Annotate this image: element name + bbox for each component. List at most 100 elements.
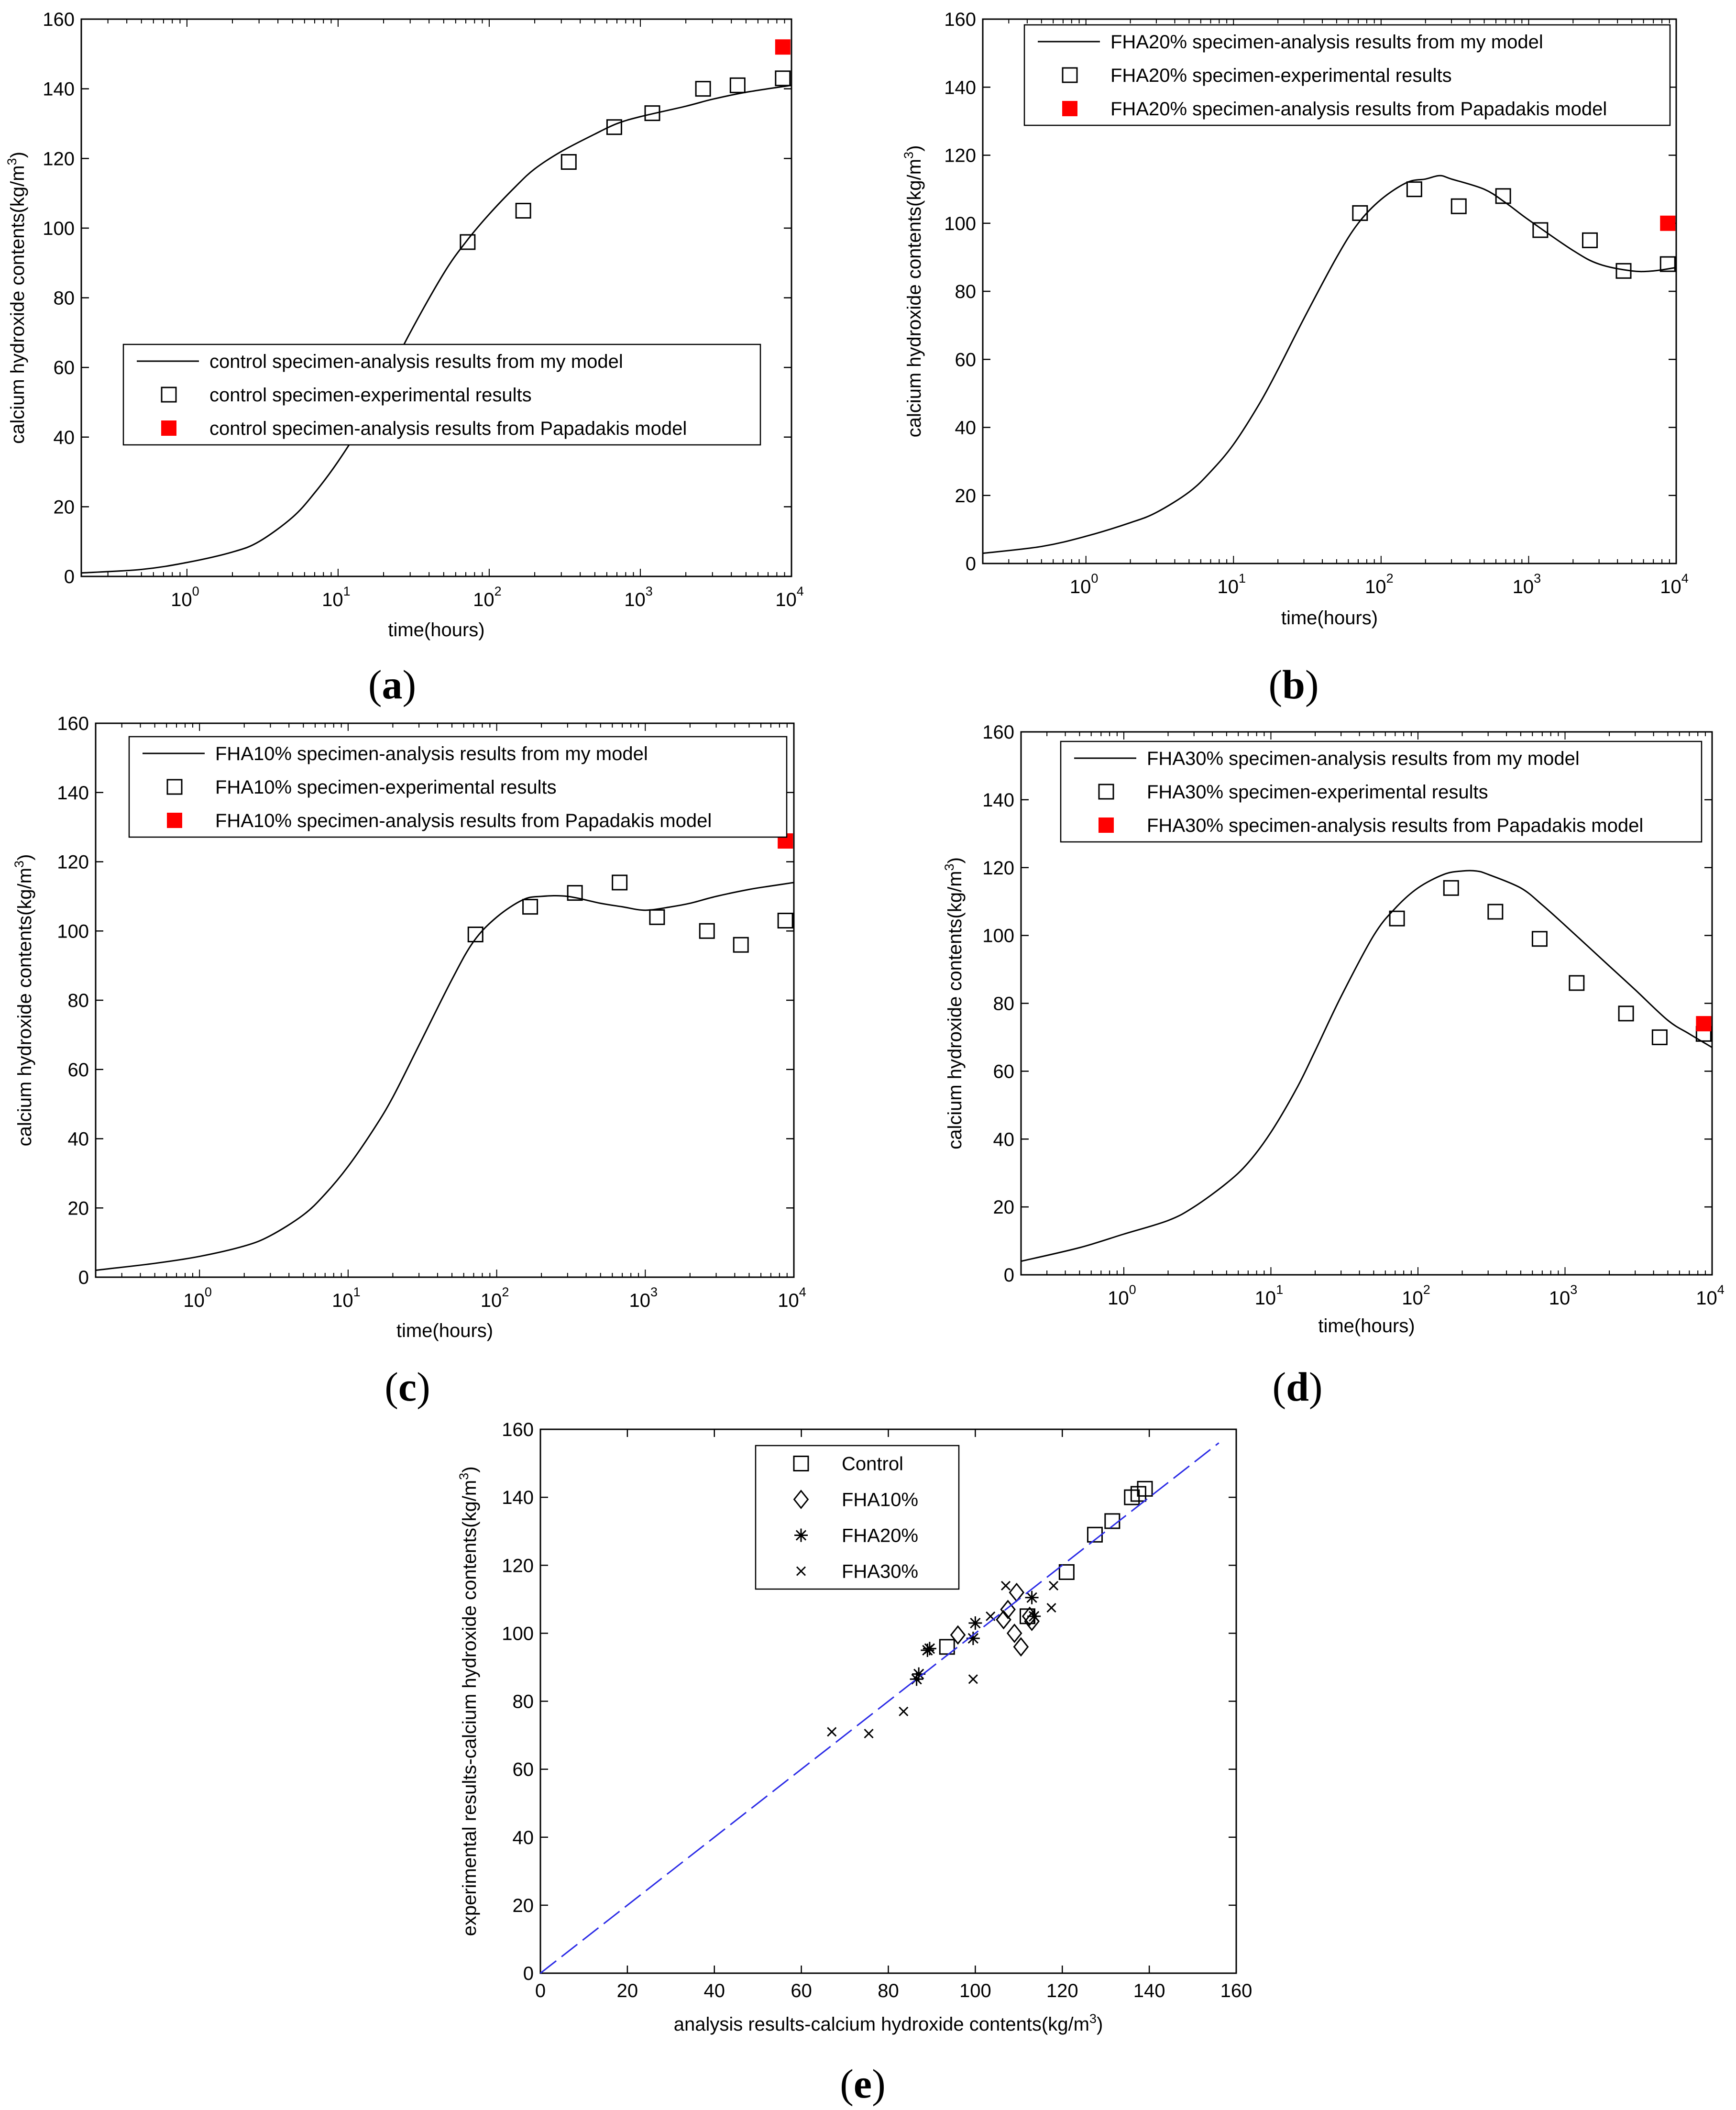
marker-square xyxy=(644,105,660,122)
asterisk-stroke-d2 xyxy=(967,1633,978,1644)
panel-caption: (d) xyxy=(1272,1364,1322,1410)
x-tick-label: 101 xyxy=(332,1285,361,1311)
y-tick-label: 0 xyxy=(1004,1265,1014,1286)
caption-letter: e xyxy=(854,2061,872,2107)
x-tick-exponent: 4 xyxy=(797,584,804,598)
x-tick-base: 10 xyxy=(1513,576,1534,597)
cross-stroke-2 xyxy=(968,1674,978,1684)
marker-square xyxy=(1450,198,1467,214)
y-tick-label: 160 xyxy=(57,713,89,734)
y-axis-label-main: experimental results-calcium hydroxide c… xyxy=(459,1480,480,1936)
x-tick-label: 101 xyxy=(322,584,351,610)
x-tick-label: 100 xyxy=(1108,1282,1136,1309)
legend-marker xyxy=(1062,101,1077,116)
y-tick-label: 0 xyxy=(64,566,75,587)
y-axis-label-sup: 3 xyxy=(5,158,19,165)
y-axis-label-end: ) xyxy=(904,145,925,152)
legend-label: FHA20% specimen-analysis results from Pa… xyxy=(1110,99,1607,120)
x-tick-exponent: 4 xyxy=(1681,571,1689,585)
y-tick-label: 140 xyxy=(502,1487,534,1508)
x-axis-label: time(hours) xyxy=(1281,608,1378,629)
x-tick-label: 40 xyxy=(704,1980,725,2001)
y-tick-label: 140 xyxy=(982,790,1014,811)
legend-marker xyxy=(796,1566,806,1576)
asterisk-stroke-d2 xyxy=(1026,1592,1037,1603)
y-tick-label: 20 xyxy=(513,1895,534,1916)
x-tick-label: 100 xyxy=(959,1980,991,2001)
marker-cross xyxy=(968,1674,978,1684)
x-tick-base: 10 xyxy=(1217,576,1239,597)
marker-redsquare xyxy=(775,39,791,55)
x-tick-label: 100 xyxy=(171,584,199,610)
x-tick-label: 102 xyxy=(1402,1282,1430,1309)
x-axis-label-main: analysis results-calcium hydroxide conte… xyxy=(674,2014,1089,2035)
legend-box xyxy=(122,343,761,446)
y-tick-label: 100 xyxy=(944,213,976,234)
x-tick-label: 100 xyxy=(183,1285,212,1311)
y-axis-label: calcium hydroxide contents(kg/m3) xyxy=(942,857,966,1149)
legend-marker xyxy=(1099,817,1114,833)
y-tick-label: 20 xyxy=(68,1198,89,1219)
x-tick-label: 140 xyxy=(1133,1980,1165,2001)
x-axis-label: time(hours) xyxy=(396,1320,493,1341)
y-tick-label: 60 xyxy=(68,1060,89,1081)
asterisk-stroke-d2 xyxy=(1028,1611,1040,1622)
marker-square xyxy=(522,899,538,915)
y-tick-label: 140 xyxy=(57,783,89,804)
caption-close-paren: ) xyxy=(872,2061,886,2107)
marker-cross xyxy=(899,1706,909,1716)
marker-square xyxy=(695,81,711,97)
y-tick-label: 100 xyxy=(57,921,89,942)
x-tick-exponent: 3 xyxy=(646,584,653,598)
legend-marker xyxy=(166,779,183,795)
legend-box xyxy=(755,1445,960,1590)
x-axis-label: time(hours) xyxy=(1318,1315,1415,1337)
y-tick-label: 120 xyxy=(502,1555,534,1576)
y-tick-label: 40 xyxy=(54,427,75,448)
x-tick-base: 10 xyxy=(473,589,494,610)
x-tick-label: 100 xyxy=(1070,571,1099,597)
caption-letter: d xyxy=(1286,1364,1309,1410)
marker-square xyxy=(1487,904,1504,920)
legend: Control FHA10% FHA20% FHA30% xyxy=(755,1445,960,1590)
marker-square xyxy=(515,202,531,219)
asterisk-stroke-d2 xyxy=(924,1643,935,1654)
y-tick-label: 120 xyxy=(944,145,976,166)
y-tick-label: 120 xyxy=(43,148,75,169)
x-tick-label: 0 xyxy=(535,1980,546,2001)
x-tick-base: 10 xyxy=(481,1290,502,1311)
marker-square xyxy=(729,77,746,93)
legend-marker xyxy=(167,813,182,828)
legend: FHA10% specimen-analysis results from my… xyxy=(128,736,788,838)
marker-square xyxy=(1389,910,1405,927)
marker-cross xyxy=(1000,1580,1011,1591)
legend: FHA20% specimen-analysis results from my… xyxy=(1023,24,1671,126)
x-tick-label: 102 xyxy=(473,584,502,610)
cross-stroke-2 xyxy=(864,1728,874,1739)
marker-square xyxy=(649,909,665,925)
marker-square xyxy=(567,885,583,901)
x-tick-exponent: 4 xyxy=(1717,1282,1725,1297)
marker-redsquare xyxy=(1696,1016,1712,1032)
y-tick-label: 60 xyxy=(993,1061,1015,1082)
y-axis-label-main: calcium hydroxide contents(kg/m xyxy=(14,868,35,1146)
y-axis-label-sup: 3 xyxy=(457,1473,471,1480)
marker-square xyxy=(612,874,628,891)
marker-cross xyxy=(1046,1603,1056,1613)
y-tick-label: 0 xyxy=(966,553,976,574)
marker-cross xyxy=(827,1727,837,1737)
x-tick-exponent: 2 xyxy=(1386,571,1394,585)
caption-close-paren: ) xyxy=(403,662,417,707)
x-axis-label-sup: 3 xyxy=(1089,2011,1097,2026)
caption-open-paren: ( xyxy=(840,2061,854,2107)
legend: control specimen-analysis results from m… xyxy=(122,343,761,446)
x-tick-label: 120 xyxy=(1046,1980,1078,2001)
x-tick-label: 104 xyxy=(778,1285,806,1311)
x-tick-base: 10 xyxy=(1108,1288,1129,1309)
marker-square xyxy=(560,154,577,170)
y-axis-label-end: ) xyxy=(14,854,35,861)
y-tick-label: 160 xyxy=(982,722,1014,743)
x-tick-exponent: 2 xyxy=(1423,1282,1430,1297)
y-tick-label: 140 xyxy=(944,77,976,98)
